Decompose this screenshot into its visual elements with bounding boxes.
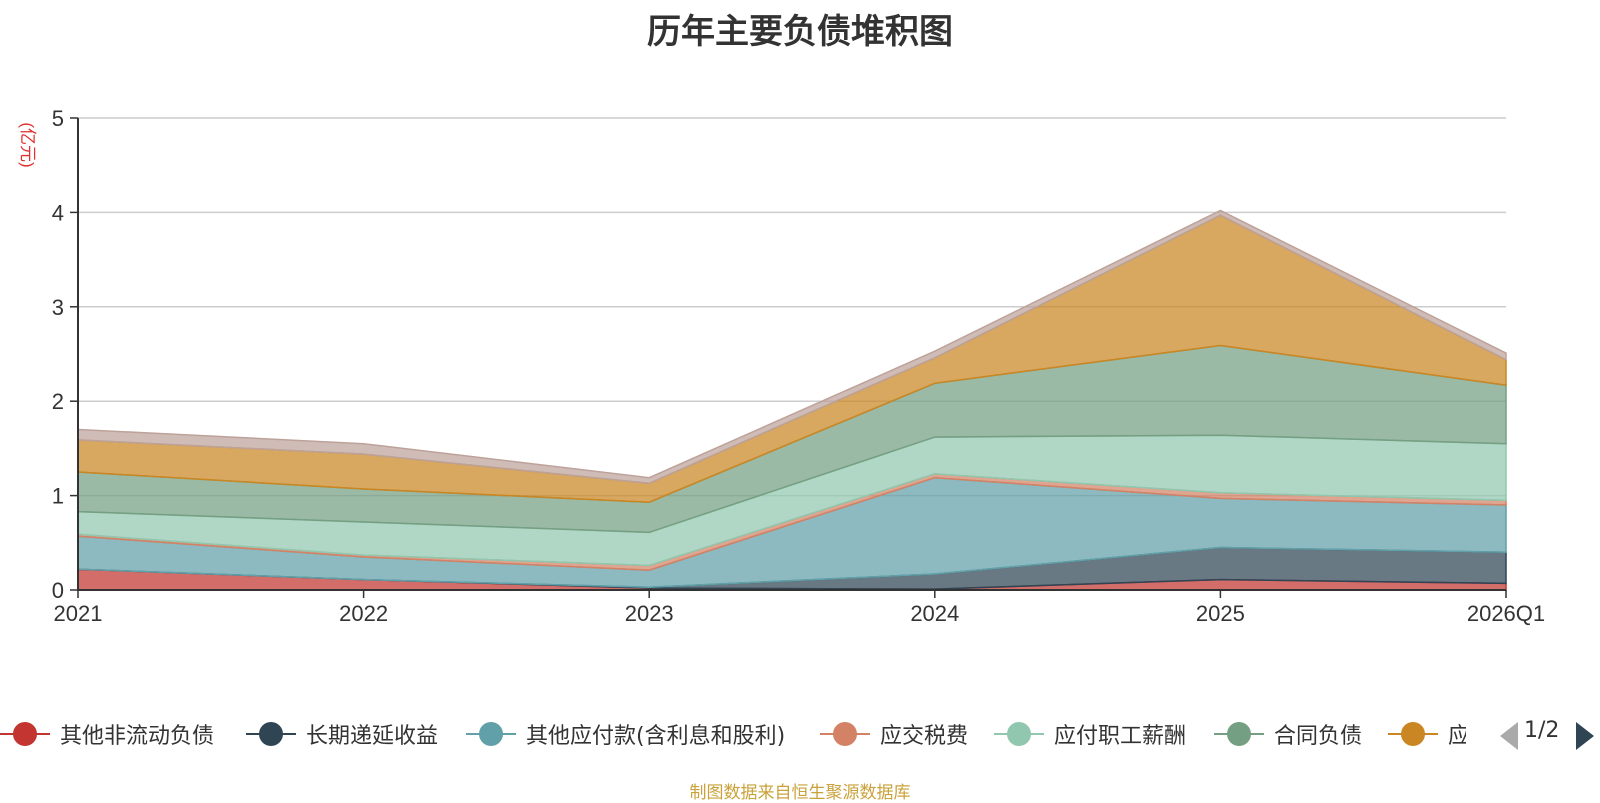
y-axis-unit-label: (亿元) [18,122,37,167]
y-tick-label: 4 [52,200,64,225]
x-tick-label: 2023 [625,601,674,626]
area-series-7 [77,209,1507,485]
legend-marker-icon [246,722,296,746]
legend-label: 应付职工薪酬 [1054,724,1187,749]
legend-next-page-icon[interactable] [1576,722,1594,750]
x-tick-label: 2026Q1 [1467,601,1545,626]
x-tick-label: 2024 [910,601,959,626]
area-series [77,209,1507,591]
legend-item[interactable]: 长期递延收益 [246,716,438,752]
legend-prev-page-icon[interactable] [1500,722,1518,750]
source-note: 制图数据来自恒生聚源数据库 [689,783,911,803]
legend-label: 应付账款 [1448,724,1466,749]
legend-marker-icon [820,722,870,746]
y-tick-label: 2 [52,389,64,414]
chart-title: 历年主要负债堆积图 [647,12,953,52]
legend-item[interactable]: 应付职工薪酬 [994,716,1186,752]
legend-label: 应交税费 [880,724,969,749]
x-tick-label: 2025 [1196,601,1245,626]
x-tick-label: 2022 [339,601,388,626]
legend-marker-icon [0,722,50,746]
legend-label: 长期递延收益 [306,724,439,749]
y-tick-label: 3 [52,295,64,320]
legend-item[interactable]: 其他应付款(含利息和股利) [466,716,785,752]
legend-marker-icon [1388,722,1438,746]
y-tick-label: 0 [52,578,64,603]
axes: 0 1 2 3 4 5 2021 2022 2023 2024 2025 2026Q1 [52,106,1545,626]
legend-item[interactable]: 合同负债 [1214,716,1362,752]
legend-marker-icon [1214,722,1264,746]
legend-label: 合同负债 [1274,724,1363,749]
legend-marker-icon [994,722,1044,746]
legend-item[interactable]: 应交税费 [820,716,968,752]
legend-label: 其他非流动负债 [60,724,215,749]
legend-page-indicator: 1/2 [1524,718,1560,743]
legend-marker-icon [466,722,516,746]
legend-label: 其他应付款(含利息和股利) [526,724,786,749]
legend-item[interactable]: 应付账款 [1388,716,1466,752]
x-tick-label: 2021 [54,601,103,626]
y-tick-label: 1 [52,484,64,509]
legend: 其他非流动负债 长期递延收益 其他应付款(含利息和股利) 应交税费 应付职工薪酬 合同负债… [0,716,1600,752]
y-tick-label: 5 [52,106,64,131]
legend-items: 其他非流动负债 长期递延收益 其他应付款(含利息和股利) 应交税费 应付职工薪酬 合同负债… [0,716,1466,752]
legend-item[interactable]: 其他非流动负债 [0,716,214,752]
